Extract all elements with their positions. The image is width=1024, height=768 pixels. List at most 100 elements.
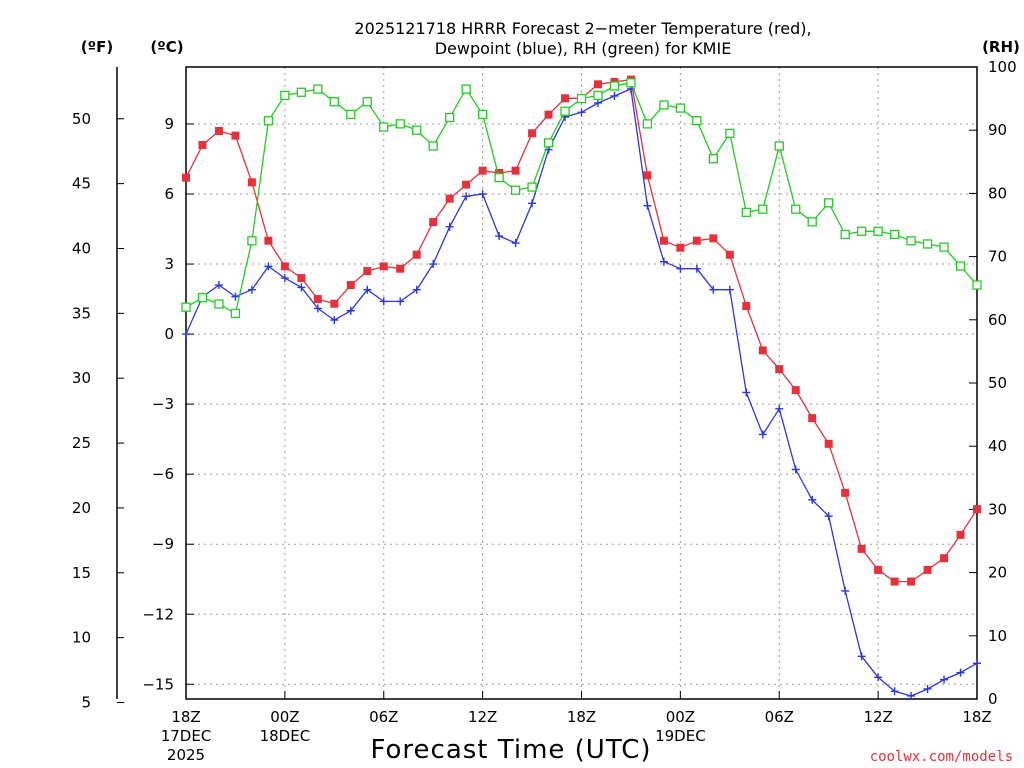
rh-point [346,109,356,120]
temperature-point [857,544,866,553]
rh-point [445,112,455,123]
rh-point [494,172,504,183]
fahrenheit-tick-label: 15 [72,564,91,582]
dewpoint-point [247,285,256,294]
dewpoint-point [429,260,438,269]
temperature-point [396,264,405,273]
dewpoint-point [528,199,537,208]
rh-point [840,229,850,240]
axes: 5101520253035404550−15−12−9−6−3036901020… [72,58,1017,764]
x-tick-label: 2025 [167,746,205,764]
temperature-point [973,505,981,514]
dewpoint-point [593,98,602,107]
temperature-point [462,180,471,189]
celsius-tick-label: 9 [164,115,174,133]
dewpoint-point [610,91,619,100]
dewpoint-point [890,687,899,696]
temperature-point [511,166,520,175]
dewpoint-point [297,283,306,292]
rh-point [692,116,702,126]
temperature-point [363,267,372,276]
temperature-point [659,236,668,245]
rh-point [791,204,801,214]
rh-point [560,106,570,116]
temperature-point [198,140,207,149]
rh-point [626,78,636,88]
rh-point [197,293,208,303]
x-tick-label: 06Z [369,708,398,726]
fahrenheit-tick-label: 35 [72,304,91,322]
temperature-point [890,577,899,586]
rh-point [280,90,290,101]
rh-point [510,185,521,195]
dewpoint-point [478,190,487,199]
fahrenheit-tick-label: 50 [72,110,91,128]
rh-tick-label: 0 [988,690,998,708]
celsius-tick-label: −9 [152,535,174,553]
temperature-point [923,565,932,574]
dewpoint-point [956,668,965,677]
rh-point [230,308,241,319]
temperature-point [247,178,256,187]
rh-point [576,93,587,104]
rh-point [593,90,603,101]
rh-tick-label: 50 [988,374,1007,392]
x-tick-label: 00Z [270,708,299,726]
celsius-tick-label: −15 [142,675,174,693]
rh-point [708,153,718,164]
dewpoint-point [923,684,932,693]
x-tick-label: 17DEC [161,727,212,745]
rh-tick-label: 80 [988,184,1007,202]
dewpoint-point [264,262,273,271]
temperature-point [643,171,652,180]
dewpoint-point [791,465,800,474]
rh-point [725,128,735,139]
dewpoint-point [725,285,734,294]
temperature-point [346,281,355,290]
rh-tick-label: 10 [988,627,1007,645]
dewpoint-point [808,495,817,504]
rh-point [296,87,307,97]
rh-point [214,299,224,309]
fahrenheit-unit-label: (ºF) [81,38,113,56]
rh-point [807,217,817,227]
temperature-point [264,236,273,245]
rh-point [609,81,620,91]
temperature-point [841,488,850,497]
dewpoint-point [214,281,223,290]
temperature-point [824,439,833,448]
dewpoint-point [857,652,866,661]
fahrenheit-tick-label: 5 [81,694,91,712]
rh-tick-label: 100 [988,58,1017,76]
rh-point [741,207,751,218]
temperature-point [313,295,322,304]
rh-point [675,103,686,113]
credit-link[interactable]: coolwx.com/models [870,749,1013,765]
rh-point [873,226,883,236]
dewpoint-point [462,192,471,201]
temperature-point [742,302,751,311]
temperature-point [429,218,438,227]
fahrenheit-tick-label: 25 [72,434,91,452]
rh-point [379,122,389,132]
dewpoint-point [396,297,405,306]
rh-point [412,125,422,135]
rh-tick-label: 90 [988,121,1007,139]
rh-point [362,97,372,107]
rh-point [889,229,900,240]
rh-point [972,280,982,290]
rh-point [477,109,488,120]
temperature-point [956,530,965,539]
temperature-point [593,80,602,89]
rh-point [758,204,768,214]
dewpoint-point [231,292,240,301]
celsius-tick-label: −3 [152,395,174,413]
dewpoint-point [692,264,701,273]
temperature-point [907,577,916,586]
dewpoint-point [511,239,520,248]
x-tick-label: 19DEC [655,727,706,745]
dewpoint-point [445,222,454,231]
temperature-point [709,234,718,243]
temperature-point [692,236,701,245]
rh-point [824,198,834,208]
